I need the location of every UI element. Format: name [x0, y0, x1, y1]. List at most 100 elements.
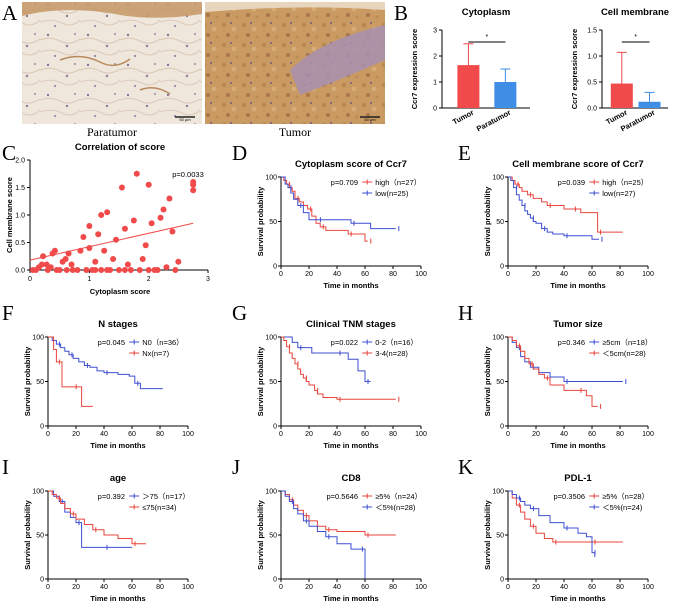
- panel-label-d: D: [232, 141, 247, 165]
- x-tick-label: 80: [389, 584, 397, 591]
- x-tick-label: 60: [128, 431, 136, 438]
- survival-curve-1: [48, 490, 146, 545]
- p-value: p=0.392: [98, 492, 125, 501]
- scatter-point: [113, 236, 120, 243]
- x-tick-label: 100: [642, 271, 654, 278]
- y-tick-label: 100: [32, 489, 44, 496]
- panel-label-f: F: [2, 301, 14, 325]
- chart-title: Correlation of score: [75, 142, 165, 153]
- scatter-point: [139, 256, 146, 262]
- y-tick-label: 50: [496, 379, 504, 386]
- scatter-point: [118, 184, 125, 191]
- x-tick-label: 80: [156, 431, 164, 438]
- scatter-point: [148, 220, 155, 227]
- paratumor-caption: Paratumor: [87, 125, 137, 139]
- scatter-point: [116, 267, 122, 273]
- y-tick-label: 0.5: [587, 80, 597, 87]
- legend-label: ≥5cm（n=18）: [602, 338, 652, 347]
- y-tick-label: 1: [433, 80, 437, 87]
- significance-mark: *: [486, 34, 489, 41]
- x-tick-label: 20: [72, 431, 80, 438]
- y-tick-label: 0: [500, 264, 504, 271]
- scatter-point: [101, 247, 108, 254]
- legend-label: high（n=27）: [375, 178, 421, 187]
- x-tick-label: 100: [415, 271, 427, 278]
- scatter-point: [136, 267, 143, 273]
- x-tick-label: 100: [182, 584, 194, 591]
- x-tick-label: 20: [305, 584, 313, 591]
- x-tick-label: 20: [532, 584, 540, 591]
- p-value: p=0.709: [331, 178, 358, 187]
- scatter-point: [166, 195, 173, 202]
- chart-title: Cytoplasm score of Ccr7: [295, 159, 407, 170]
- scatter-point: [68, 261, 75, 268]
- y-tick-label: 0.5: [15, 240, 25, 247]
- y-tick-label: 0: [273, 577, 277, 584]
- x-tick-label: 60: [588, 431, 596, 438]
- x-tick-label: 0: [506, 584, 510, 591]
- x-tick-label: 40: [333, 584, 341, 591]
- y-tick-label: 2.0: [15, 158, 25, 165]
- y-tick-label: 100: [492, 335, 504, 342]
- panel-label-c: C: [2, 141, 16, 165]
- x-axis-label: Time in months: [550, 594, 605, 603]
- x-tick-label: 60: [361, 431, 369, 438]
- scatter-point: [130, 217, 137, 224]
- survival-curve-1: [281, 176, 396, 230]
- x-axis-label: Cytoplasm score: [90, 287, 150, 296]
- x-axis-label: Time in months: [550, 281, 605, 290]
- x-axis-label: Time in months: [323, 594, 378, 603]
- survival-curve-1: [508, 176, 599, 240]
- survival-curve-0: [48, 490, 132, 548]
- survival-curve-1: [508, 336, 598, 407]
- legend-label: low(n=25): [375, 189, 409, 198]
- survival-curve-0: [508, 176, 623, 233]
- x-tick-label: 100: [642, 431, 654, 438]
- x-tick-label: 80: [156, 584, 164, 591]
- chart-title: Cell membrane: [601, 7, 669, 18]
- y-tick-label: 1.5: [587, 28, 597, 35]
- y-tick-label: 1.0: [15, 213, 25, 220]
- panel-label-h: H: [458, 301, 473, 325]
- scatter-point: [110, 256, 117, 262]
- scatter-point: [169, 228, 176, 235]
- x-tick-label: 80: [616, 431, 624, 438]
- y-tick-label: 0.0: [587, 106, 597, 113]
- y-tick-label: 50: [269, 379, 277, 386]
- panel-label-g: G: [232, 301, 247, 325]
- scatter-point: [95, 231, 102, 238]
- y-tick-label: 1.5: [15, 185, 25, 192]
- scale-bar-label: 50 μm: [364, 117, 376, 122]
- y-axis-label: Survival probability: [256, 499, 265, 569]
- p-value: p=0.3506: [554, 492, 586, 501]
- scatter-point: [157, 214, 164, 221]
- x-tick-label: 0: [46, 431, 50, 438]
- scatter-point: [145, 267, 152, 273]
- scatter-point: [127, 267, 134, 273]
- p-value: p=0.039: [558, 178, 585, 187]
- y-tick-label: 0: [500, 424, 504, 431]
- scatter-point: [40, 253, 47, 260]
- x-tick-label: 100: [642, 584, 654, 591]
- legend-label: N0（n=36）: [142, 338, 183, 347]
- panel-label-e: E: [458, 141, 471, 165]
- x-tick-label: 60: [128, 584, 136, 591]
- x-tick-label: 80: [616, 271, 624, 278]
- scatter-point: [62, 256, 69, 262]
- y-tick-label: 100: [265, 489, 277, 496]
- y-tick-label: 50: [36, 379, 44, 386]
- regression-line: [29, 222, 194, 261]
- y-axis-label: Survival probability: [256, 186, 265, 256]
- x-tick-label: 60: [361, 271, 369, 278]
- y-tick-label: 50: [269, 219, 277, 226]
- y-tick-label: 0: [40, 577, 44, 584]
- scatter-point: [107, 267, 114, 273]
- chart-title: N stages: [98, 319, 138, 330]
- scatter-point: [74, 267, 81, 273]
- chart-title: Clinical TNM stages: [306, 319, 396, 330]
- x-tick-label: 20: [305, 271, 313, 278]
- x-tick-label: 0: [28, 276, 32, 283]
- x-axis-label: Time in months: [90, 441, 145, 450]
- y-axis-label: Survival probability: [483, 346, 492, 416]
- x-tick-label: 40: [560, 431, 568, 438]
